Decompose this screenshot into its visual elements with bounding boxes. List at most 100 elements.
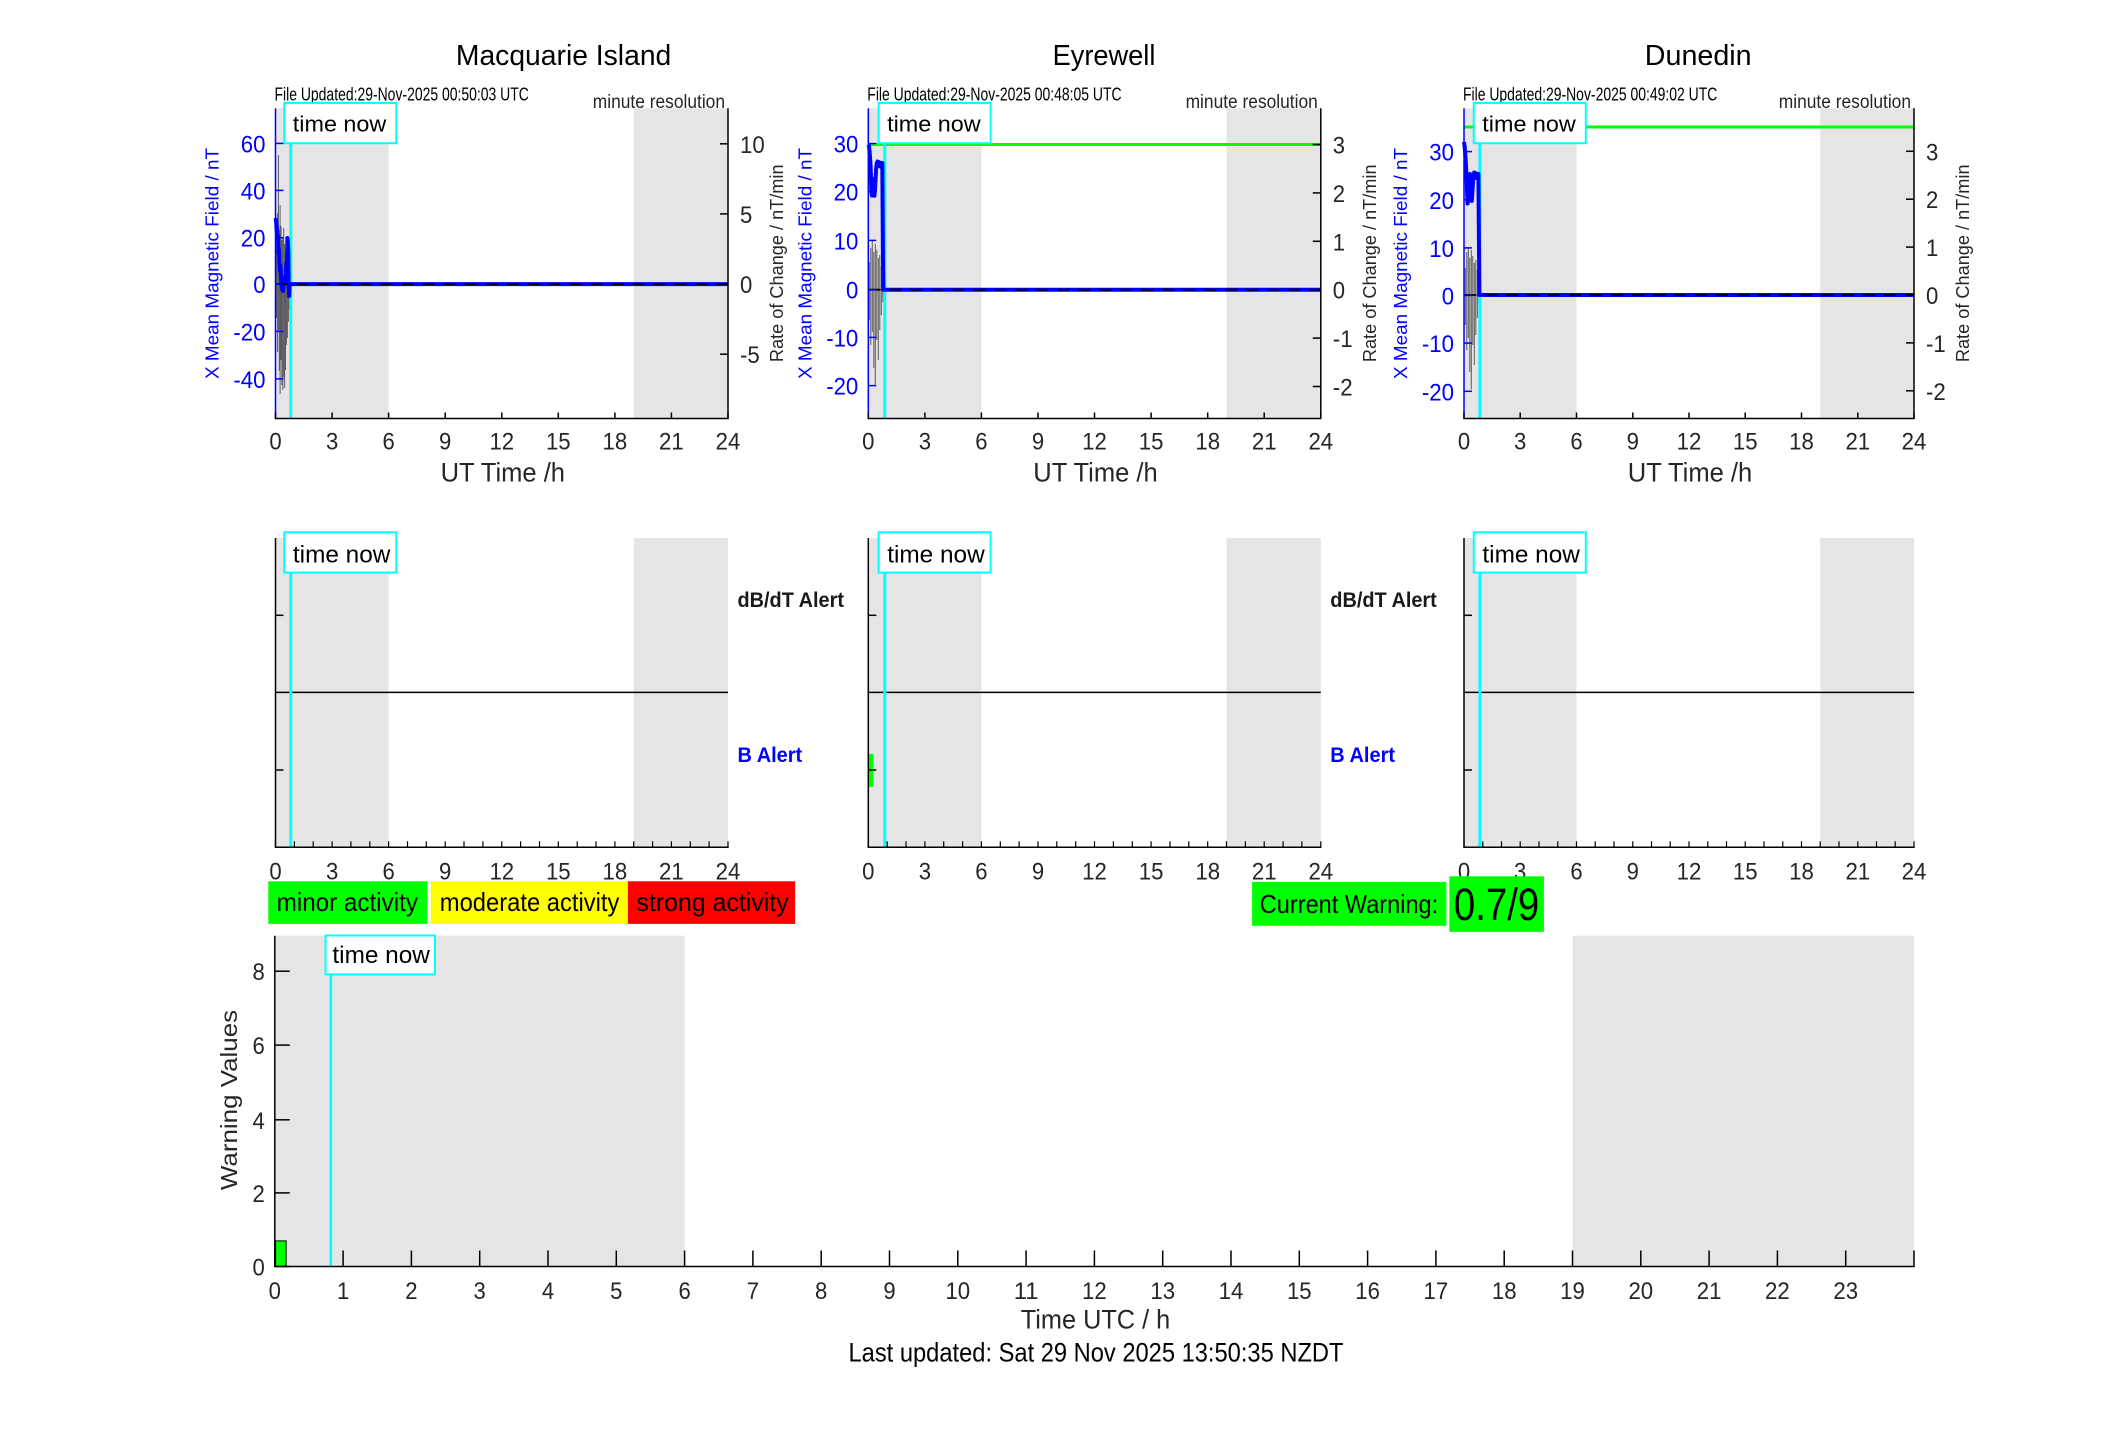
- svg-text:0: 0: [269, 428, 281, 455]
- svg-text:3: 3: [1514, 428, 1526, 455]
- svg-text:15: 15: [1139, 428, 1164, 455]
- svg-text:-10: -10: [1422, 331, 1454, 358]
- svg-text:12: 12: [1677, 428, 1702, 455]
- svg-text:24: 24: [716, 859, 741, 886]
- svg-text:-20: -20: [233, 319, 265, 346]
- svg-text:10: 10: [834, 228, 859, 255]
- svg-text:9: 9: [439, 859, 451, 886]
- svg-text:-20: -20: [826, 374, 858, 401]
- svg-text:Dunedin: Dunedin: [1645, 40, 1752, 72]
- svg-text:-2: -2: [1333, 375, 1353, 402]
- svg-text:Macquarie Island: Macquarie Island: [456, 40, 671, 72]
- svg-text:-1: -1: [1926, 331, 1946, 358]
- svg-text:-10: -10: [826, 325, 858, 352]
- svg-text:21: 21: [1845, 859, 1870, 886]
- svg-text:time now: time now: [293, 112, 387, 137]
- svg-text:Rate of Change / nT/min: Rate of Change / nT/min: [1952, 164, 1973, 362]
- svg-text:2: 2: [1333, 181, 1345, 208]
- svg-text:15: 15: [546, 428, 571, 455]
- svg-text:16: 16: [1355, 1278, 1380, 1305]
- svg-text:13: 13: [1150, 1278, 1175, 1305]
- svg-text:40: 40: [241, 178, 266, 205]
- svg-text:15: 15: [1733, 428, 1758, 455]
- svg-text:0: 0: [1458, 428, 1470, 455]
- svg-text:18: 18: [603, 428, 628, 455]
- svg-text:6: 6: [382, 859, 394, 886]
- svg-text:9: 9: [1032, 859, 1044, 886]
- svg-text:18: 18: [1789, 428, 1814, 455]
- svg-text:-1: -1: [1333, 326, 1353, 353]
- svg-text:15: 15: [546, 859, 571, 886]
- svg-text:0: 0: [269, 859, 281, 886]
- svg-text:0: 0: [1926, 283, 1938, 310]
- svg-text:time now: time now: [887, 112, 981, 137]
- svg-text:time now: time now: [332, 942, 430, 969]
- svg-text:1: 1: [337, 1278, 349, 1305]
- svg-text:-20: -20: [1422, 379, 1454, 406]
- svg-text:20: 20: [834, 180, 859, 207]
- svg-text:18: 18: [1789, 859, 1814, 886]
- svg-text:20: 20: [241, 226, 266, 253]
- svg-text:strong activity: strong activity: [637, 887, 789, 917]
- svg-text:0: 0: [253, 1255, 265, 1282]
- svg-text:File Updated:29-Nov-2025 00:49: File Updated:29-Nov-2025 00:49:02 UTC: [1463, 84, 1717, 104]
- svg-text:3: 3: [326, 428, 338, 455]
- svg-text:9: 9: [883, 1278, 895, 1305]
- svg-text:Rate of Change / nT/min: Rate of Change / nT/min: [1359, 164, 1380, 362]
- svg-text:1: 1: [1333, 229, 1345, 256]
- svg-text:2: 2: [1926, 187, 1938, 214]
- svg-text:9: 9: [1032, 428, 1044, 455]
- svg-text:0: 0: [1442, 283, 1454, 310]
- svg-text:6: 6: [678, 1278, 690, 1305]
- svg-text:18: 18: [1195, 428, 1220, 455]
- svg-text:B Alert: B Alert: [738, 744, 803, 767]
- svg-text:20: 20: [1429, 188, 1454, 215]
- svg-text:minor activity: minor activity: [277, 887, 418, 917]
- svg-text:30: 30: [1429, 140, 1454, 167]
- svg-text:0: 0: [862, 428, 874, 455]
- svg-text:14: 14: [1219, 1278, 1244, 1305]
- svg-text:6: 6: [1570, 428, 1582, 455]
- svg-text:18: 18: [603, 859, 628, 886]
- svg-text:0: 0: [253, 272, 265, 299]
- svg-text:6: 6: [975, 859, 987, 886]
- svg-text:dB/dT Alert: dB/dT Alert: [738, 589, 845, 612]
- svg-text:9: 9: [439, 428, 451, 455]
- svg-text:3: 3: [1333, 133, 1345, 160]
- svg-text:X Mean Magnetic Field / nT: X Mean Magnetic Field / nT: [1390, 148, 1411, 379]
- svg-text:time now: time now: [293, 542, 391, 569]
- svg-text:18: 18: [1195, 859, 1220, 886]
- svg-text:24: 24: [1308, 428, 1333, 455]
- svg-text:4: 4: [253, 1108, 265, 1135]
- svg-text:minute resolution: minute resolution: [1186, 92, 1318, 113]
- svg-text:3: 3: [474, 1278, 486, 1305]
- svg-text:Warning Values: Warning Values: [216, 1010, 242, 1190]
- svg-text:Rate of Change / nT/min: Rate of Change / nT/min: [766, 164, 787, 362]
- svg-text:0: 0: [846, 278, 858, 305]
- svg-text:12: 12: [1082, 859, 1107, 886]
- svg-text:UT Time /h: UT Time /h: [1628, 457, 1752, 487]
- svg-text:1: 1: [1926, 235, 1938, 262]
- svg-text:-5: -5: [740, 342, 760, 369]
- svg-text:24: 24: [1902, 859, 1927, 886]
- svg-text:21: 21: [659, 428, 684, 455]
- svg-text:2: 2: [405, 1278, 417, 1305]
- svg-text:60: 60: [241, 131, 266, 158]
- svg-text:6: 6: [253, 1033, 265, 1060]
- svg-text:21: 21: [1252, 859, 1277, 886]
- svg-text:21: 21: [1845, 428, 1870, 455]
- svg-text:8: 8: [815, 1278, 827, 1305]
- svg-text:24: 24: [1308, 859, 1333, 886]
- svg-text:11: 11: [1014, 1278, 1039, 1305]
- svg-text:UT Time /h: UT Time /h: [1033, 457, 1157, 487]
- svg-text:19: 19: [1560, 1278, 1585, 1305]
- svg-text:5: 5: [610, 1278, 622, 1305]
- svg-text:Last updated: Sat 29 Nov 2025: Last updated: Sat 29 Nov 2025 13:50:35 N…: [849, 1338, 1344, 1368]
- svg-text:10: 10: [945, 1278, 970, 1305]
- svg-text:Time UTC / h: Time UTC / h: [1021, 1305, 1170, 1335]
- svg-text:-40: -40: [233, 367, 265, 394]
- svg-text:5: 5: [740, 202, 752, 229]
- svg-text:24: 24: [1902, 428, 1927, 455]
- svg-text:18: 18: [1492, 1278, 1517, 1305]
- svg-text:10: 10: [740, 132, 765, 159]
